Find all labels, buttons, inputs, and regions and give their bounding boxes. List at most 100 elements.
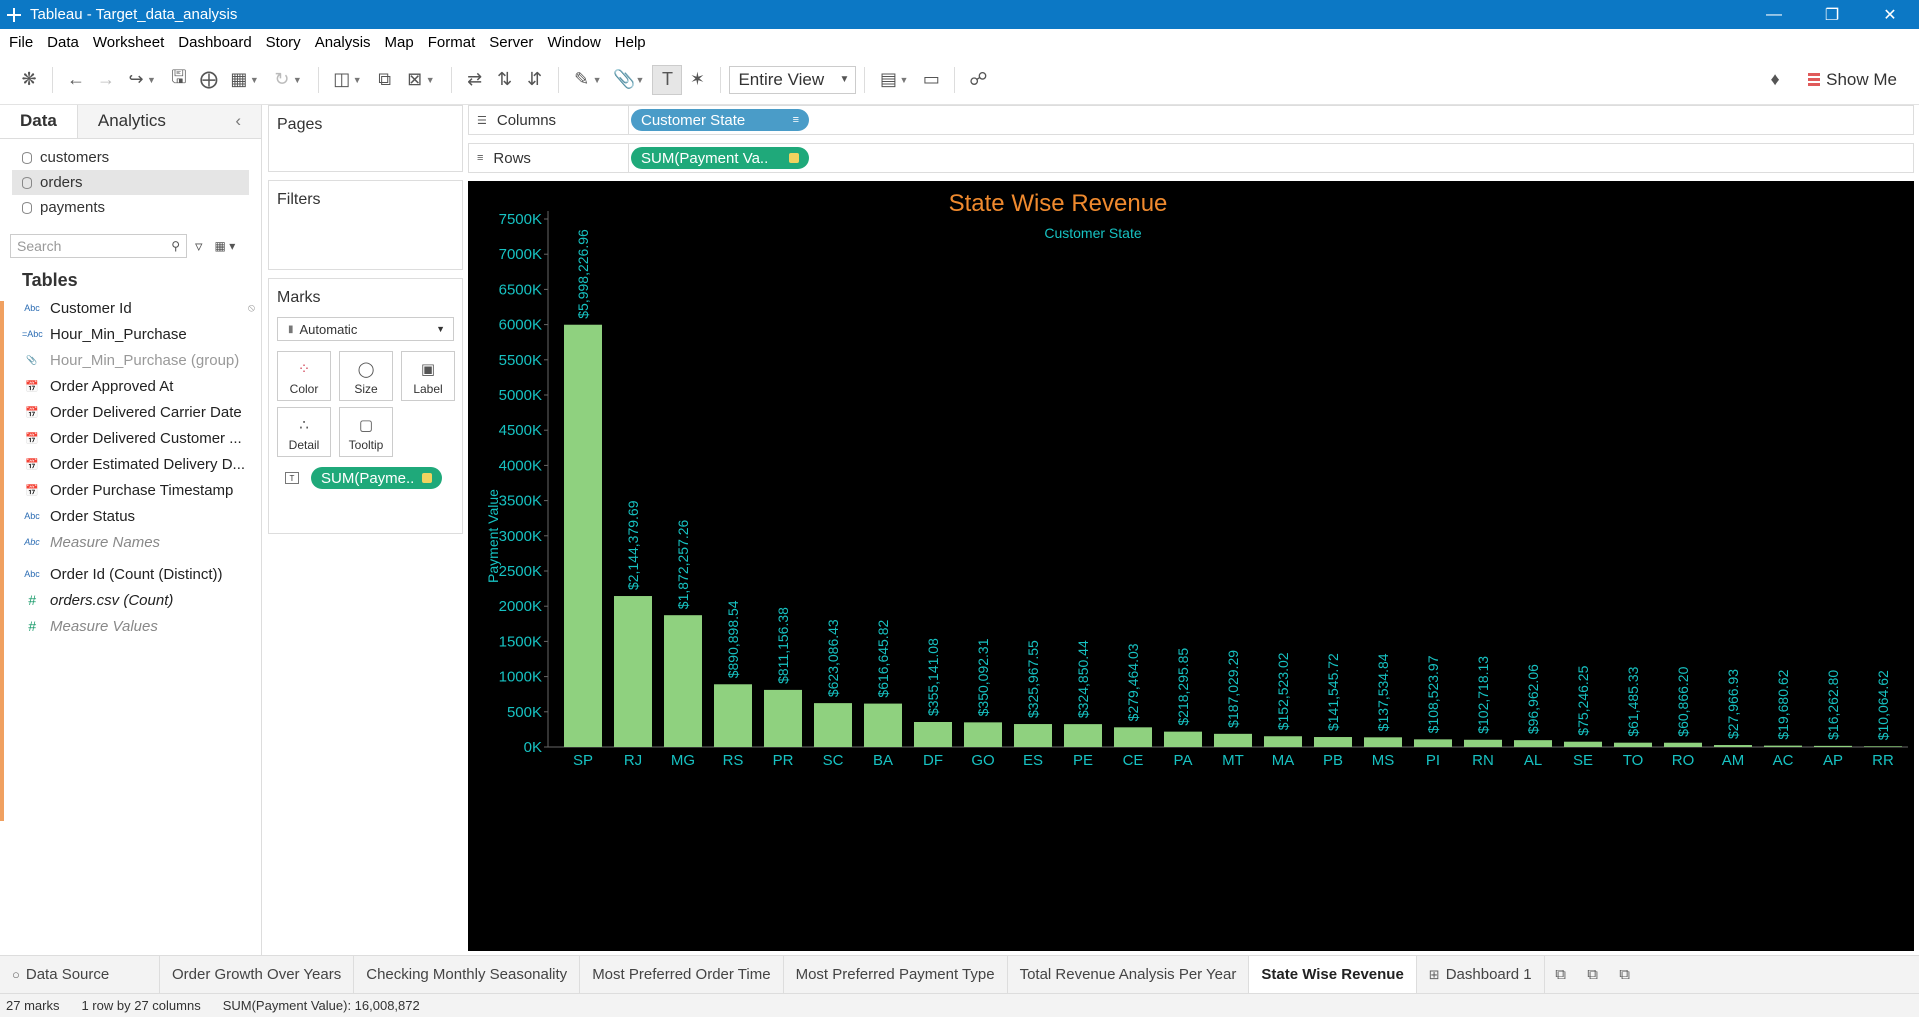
field-item[interactable]: 📅 Order Approved At bbox=[0, 373, 261, 399]
swap-rows-columns-icon[interactable]: ⇄ bbox=[467, 69, 483, 89]
new-worksheet-tab-icon[interactable]: ⧉ bbox=[1555, 966, 1566, 983]
marks-label-pill[interactable]: SUM(Payme.. bbox=[311, 467, 443, 489]
new-story-tab-icon[interactable]: ⧉ bbox=[1619, 966, 1630, 983]
menu-story[interactable]: Story bbox=[265, 33, 301, 51]
label-button[interactable]: ▣ Label bbox=[401, 351, 455, 401]
rows-label: Rows bbox=[493, 149, 531, 167]
sheet-tab[interactable]: Most Preferred Payment Type bbox=[784, 955, 1008, 994]
tableau-logo-icon bbox=[6, 7, 22, 23]
menu-analysis[interactable]: Analysis bbox=[314, 33, 371, 51]
show-cards-dropdown-icon[interactable]: ▼ bbox=[899, 74, 909, 85]
tab-analytics[interactable]: Analytics ‹ bbox=[76, 105, 261, 138]
sheet-tab[interactable]: Checking Monthly Seasonality bbox=[354, 955, 581, 994]
sheet-tab[interactable]: ○ Data Source bbox=[0, 955, 160, 994]
sort-descending-icon[interactable]: ⇵ bbox=[527, 69, 543, 89]
filters-card[interactable]: Filters bbox=[268, 180, 463, 270]
field-item[interactable]: Abc Order Status bbox=[0, 503, 261, 529]
field-item[interactable]: Abc Order Id (Count (Distinct)) bbox=[0, 561, 261, 587]
data-label: $60,866.20 bbox=[1675, 666, 1691, 736]
replay-icon[interactable]: ↪ bbox=[128, 69, 144, 89]
data-label: $19,680.62 bbox=[1775, 669, 1791, 739]
sheet-tab[interactable]: Most Preferred Order Time bbox=[580, 955, 784, 994]
datasource-orders[interactable]: orders bbox=[12, 170, 249, 195]
close-icon[interactable]: ✕ bbox=[1883, 6, 1897, 24]
columns-pill[interactable]: Customer State ≡ bbox=[631, 109, 809, 131]
highlight-icon[interactable]: ✎ bbox=[574, 69, 590, 89]
redo-icon[interactable]: → bbox=[97, 69, 115, 89]
minimize-icon[interactable]: — bbox=[1766, 5, 1782, 23]
new-worksheet-icon[interactable]: ◫ bbox=[333, 69, 351, 89]
menu-server[interactable]: Server bbox=[489, 33, 534, 51]
replay-dropdown-icon[interactable]: ▼ bbox=[147, 74, 156, 85]
field-item[interactable]: # Measure Values bbox=[0, 613, 261, 639]
refresh-dropdown-icon[interactable]: ▼ bbox=[292, 74, 302, 85]
show-labels-icon[interactable]: T bbox=[652, 64, 683, 95]
rows-pill[interactable]: SUM(Payment Va.. bbox=[631, 147, 809, 169]
new-worksheet-dropdown-icon[interactable]: ▼ bbox=[352, 74, 362, 85]
tab-data[interactable]: Data bbox=[0, 105, 77, 138]
field-item[interactable]: =Abc Hour_Min_Purchase bbox=[0, 321, 261, 347]
tooltip-button[interactable]: ▢ Tooltip bbox=[339, 407, 393, 457]
menu-dashboard[interactable]: Dashboard bbox=[178, 33, 252, 51]
menu-file[interactable]: File bbox=[9, 33, 34, 51]
undo-icon[interactable]: ← bbox=[67, 69, 85, 89]
share-icon[interactable]: ☍ bbox=[969, 69, 988, 89]
menu-data[interactable]: Data bbox=[47, 33, 79, 51]
pause-dropdown-icon[interactable]: ▼ bbox=[249, 74, 259, 85]
refresh-icon[interactable]: ↻ bbox=[274, 69, 290, 89]
sheet-tab[interactable]: Order Growth Over Years bbox=[160, 955, 355, 994]
save-icon[interactable]: 🖫 bbox=[171, 66, 187, 87]
mark-type-select[interactable]: ▮ Automatic ▼ bbox=[277, 317, 454, 341]
detail-button[interactable]: ∴ Detail bbox=[277, 407, 331, 457]
collapse-pane-icon[interactable]: ‹ bbox=[235, 111, 241, 130]
format-painter-icon[interactable]: ♦ bbox=[1770, 69, 1780, 89]
menu-window[interactable]: Window bbox=[547, 33, 601, 51]
show-cards-icon[interactable]: ▤ bbox=[879, 69, 897, 89]
color-button[interactable]: ⁘ Color bbox=[277, 351, 331, 401]
pause-updates-icon[interactable]: ▦ bbox=[230, 69, 248, 89]
menu-format[interactable]: Format bbox=[427, 33, 476, 51]
field-item[interactable]: Abc Measure Names bbox=[0, 529, 261, 555]
maximize-icon[interactable]: ❐ bbox=[1824, 6, 1840, 24]
group-icon[interactable]: 📎 bbox=[613, 69, 636, 89]
show-me-button[interactable]: ♦ Show Me bbox=[1760, 65, 1897, 95]
menu-help[interactable]: Help bbox=[614, 33, 646, 51]
columns-shelf[interactable]: ☰ Columns Customer State ≡ bbox=[468, 105, 1914, 135]
view-options-icon[interactable]: ▦ ▾ bbox=[214, 239, 236, 253]
datasource-payments[interactable]: payments bbox=[12, 195, 249, 220]
field-item[interactable]: 📅 Order Estimated Delivery D... bbox=[0, 451, 261, 477]
menu-worksheet[interactable]: Worksheet bbox=[92, 33, 165, 51]
group-dropdown-icon[interactable]: ▼ bbox=[635, 74, 645, 85]
field-item[interactable]: Abc Customer Id ⦸ bbox=[0, 295, 261, 321]
tableau-home-icon[interactable]: ❋ bbox=[21, 69, 37, 89]
search-input[interactable]: Search ⚲ bbox=[10, 234, 187, 258]
fix-axes-icon[interactable]: ✶ bbox=[689, 69, 705, 89]
x-tick-label: TO bbox=[1623, 752, 1644, 769]
field-item[interactable]: # orders.csv (Count) bbox=[0, 587, 261, 613]
clear-sheet-icon[interactable]: ⊠ bbox=[407, 69, 423, 89]
field-name: Measure Values bbox=[50, 617, 158, 635]
cards-column: Pages Filters Marks ▮ Automatic ▼ ⁘ Colo… bbox=[268, 105, 463, 542]
sort-ascending-icon[interactable]: ⇅ bbox=[497, 69, 513, 89]
size-button[interactable]: ◯ Size bbox=[339, 351, 393, 401]
viz-canvas[interactable]: State Wise Revenue Customer State Payment … bbox=[468, 181, 1914, 951]
datasource-customers[interactable]: customers bbox=[12, 145, 249, 170]
new-datasource-icon[interactable]: ⨁ bbox=[199, 69, 218, 89]
sheet-tab[interactable]: Total Revenue Analysis Per Year bbox=[1008, 955, 1250, 994]
filter-icon[interactable]: ▿ bbox=[195, 238, 203, 255]
new-dashboard-tab-icon[interactable]: ⧉ bbox=[1587, 966, 1598, 983]
highlight-dropdown-icon[interactable]: ▼ bbox=[592, 74, 602, 85]
fit-select[interactable]: Entire View ▼ bbox=[729, 65, 857, 94]
field-item[interactable]: 📅 Order Delivered Customer ... bbox=[0, 425, 261, 451]
rows-shelf[interactable]: ≡ Rows SUM(Payment Va.. bbox=[468, 143, 1914, 173]
menu-map[interactable]: Map bbox=[384, 33, 414, 51]
duplicate-sheet-icon[interactable]: ⧉ bbox=[378, 69, 392, 89]
sheet-tab[interactable]: State Wise Revenue bbox=[1249, 955, 1417, 994]
field-item[interactable]: 📎 Hour_Min_Purchase (group) bbox=[0, 347, 261, 373]
pages-card[interactable]: Pages bbox=[268, 105, 463, 172]
presentation-mode-icon[interactable]: ▭ bbox=[922, 69, 940, 89]
field-item[interactable]: 📅 Order Delivered Carrier Date bbox=[0, 399, 261, 425]
field-item[interactable]: 📅 Order Purchase Timestamp bbox=[0, 477, 261, 503]
sheet-tab[interactable]: ⊞ Dashboard 1 bbox=[1417, 955, 1545, 994]
clear-dropdown-icon[interactable]: ▼ bbox=[425, 74, 435, 85]
